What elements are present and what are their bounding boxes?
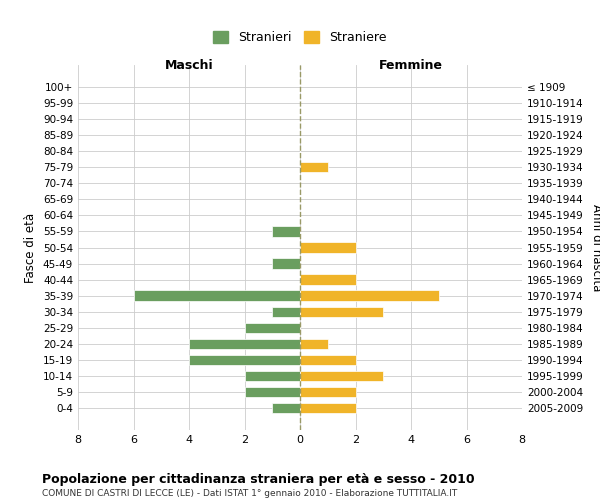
Legend: Stranieri, Straniere: Stranieri, Straniere [209,28,391,48]
Bar [300,371,383,382]
Text: COMUNE DI CASTRI DI LECCE (LE) - Dati ISTAT 1° gennaio 2010 - Elaborazione TUTTI: COMUNE DI CASTRI DI LECCE (LE) - Dati IS… [42,489,457,498]
Bar [300,355,355,365]
Bar [272,226,300,236]
Bar [300,242,355,252]
Y-axis label: Fasce di età: Fasce di età [25,212,37,282]
Bar [245,371,300,382]
Bar [189,338,300,349]
Bar [272,403,300,413]
Bar [300,274,355,285]
Bar [245,387,300,398]
Bar [300,403,355,413]
Bar [300,306,383,317]
Text: Popolazione per cittadinanza straniera per età e sesso - 2010: Popolazione per cittadinanza straniera p… [42,472,475,486]
Y-axis label: Anni di nascita: Anni di nascita [590,204,600,291]
Text: Maschi: Maschi [164,60,214,72]
Text: Femmine: Femmine [379,60,443,72]
Bar [245,322,300,333]
Bar [133,290,300,301]
Bar [300,387,355,398]
Bar [272,306,300,317]
Bar [300,162,328,172]
Bar [300,338,328,349]
Bar [272,258,300,269]
Bar [300,290,439,301]
Bar [189,355,300,365]
